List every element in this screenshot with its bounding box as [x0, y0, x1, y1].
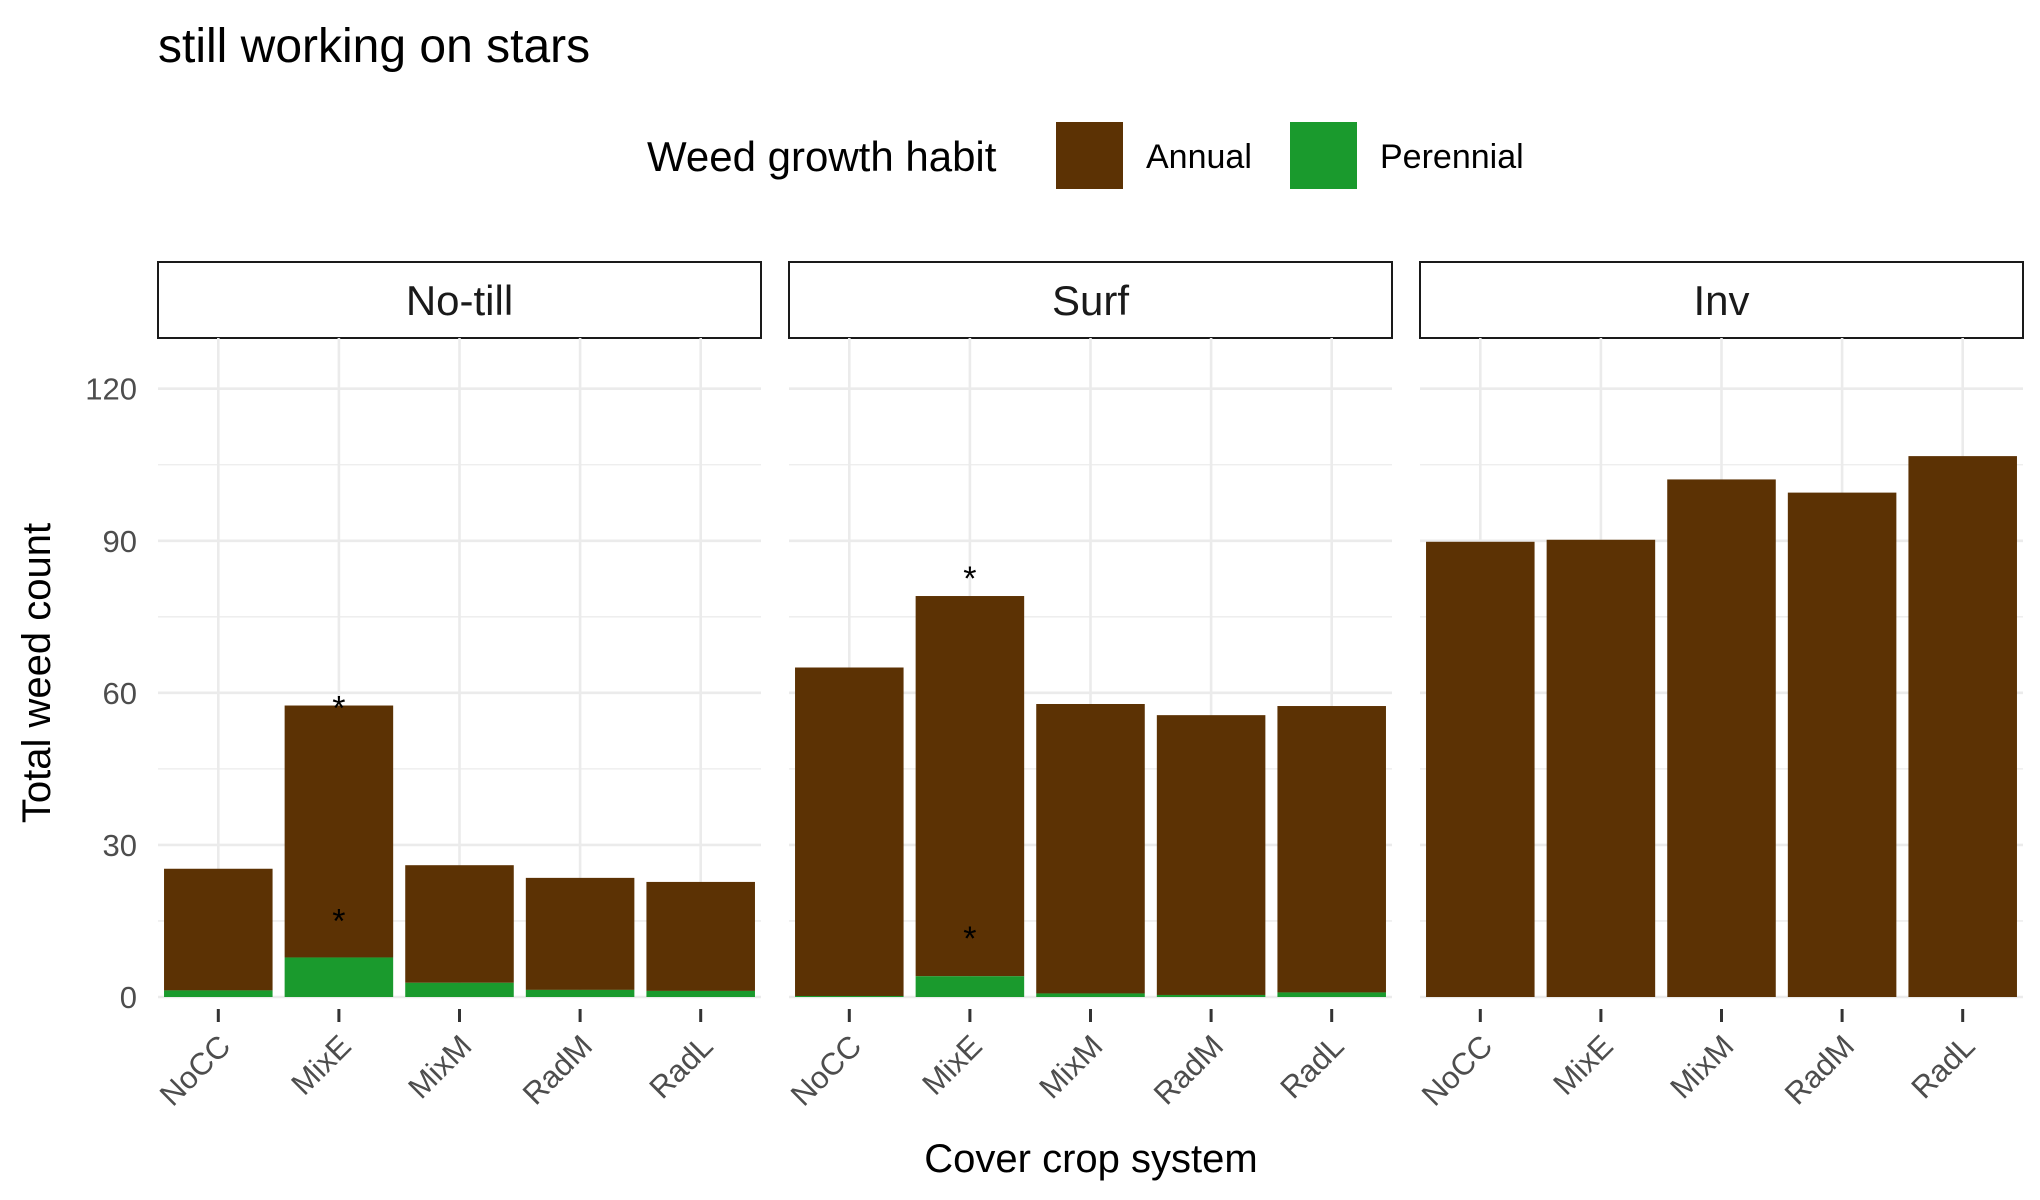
bar-annual-radl [1277, 706, 1386, 993]
annotation-star: * [332, 689, 345, 727]
y-tick-label: 120 [85, 372, 137, 407]
y-tick-label: 0 [120, 980, 137, 1015]
panel-surf: Surf NoCC MixE MixM RadM RadL * * [784, 261, 1393, 1113]
x-tick-label: RadL [642, 1028, 719, 1105]
facet-strip-label: Surf [1052, 277, 1129, 324]
y-axis: 0 30 60 90 120 [85, 372, 137, 1015]
panel-no-till: No-till NoCC MixE MixM RadM RadL * * [153, 261, 762, 1113]
facet-panels: No-till NoCC MixE MixM RadM RadL * * Surf NoCC Mix… [153, 261, 2024, 1113]
bar-annual-mixe [915, 596, 1025, 977]
x-tick-label: MixE [1546, 1028, 1619, 1101]
annotation-star: * [963, 920, 976, 958]
bar-perennial-radl [1277, 992, 1386, 997]
legend-label-perennial: Perennial [1380, 138, 1524, 176]
bar-annual-radm [525, 877, 635, 990]
bar-annual-nocc [164, 868, 273, 991]
bar-annual-mixe [1546, 539, 1656, 997]
bar-annual-radl [646, 881, 755, 991]
bar-annual-mixe [284, 705, 394, 958]
annotation-star: * [332, 902, 345, 940]
bar-annual-radm [1787, 492, 1897, 997]
x-tick-label: NoCC [1415, 1028, 1499, 1112]
legend-swatch-perennial [1290, 122, 1357, 189]
x-tick-label: RadL [1273, 1028, 1350, 1105]
x-tick-label: RadM [1147, 1028, 1230, 1111]
bar-perennial-radl [646, 990, 755, 997]
legend-title: Weed growth habit [647, 133, 997, 180]
bar-annual-nocc [1426, 541, 1535, 997]
legend-label-annual: Annual [1146, 138, 1252, 176]
x-tick-label: MixM [1663, 1028, 1740, 1105]
bar-perennial-nocc [164, 990, 273, 997]
bar-perennial-mixe [284, 957, 394, 997]
x-tick-label: MixM [401, 1028, 478, 1105]
bar-perennial-mixm [405, 982, 514, 997]
legend-swatch-annual [1056, 122, 1123, 189]
bar-perennial-nocc [795, 995, 904, 997]
x-tick-label: NoCC [153, 1028, 237, 1112]
bar-annual-mixm [1036, 703, 1145, 994]
x-tick-label: MixE [915, 1028, 988, 1101]
bar-perennial-radm [525, 989, 635, 997]
legend: Weed growth habit Annual Perennial [647, 122, 1524, 189]
y-tick-label: 90 [103, 524, 137, 559]
bar-annual-mixm [405, 865, 514, 983]
bar-annual-radl [1908, 456, 2017, 998]
facet-strip [157, 261, 762, 339]
bar-annual-nocc [795, 667, 904, 996]
bar-perennial-mixm [1036, 993, 1145, 997]
x-tick-label: MixE [284, 1028, 357, 1101]
facet-strip-label: Inv [1693, 277, 1749, 324]
bar-perennial-radm [1156, 994, 1266, 997]
x-tick-label: RadM [516, 1028, 599, 1111]
annotation-star: * [963, 560, 976, 598]
x-tick-label: RadL [1904, 1028, 1981, 1105]
facet-strip-label: No-till [406, 277, 513, 324]
facet-strip [1419, 261, 2024, 339]
x-tick-label: MixM [1032, 1028, 1109, 1105]
bar-annual-radm [1156, 715, 1266, 995]
x-tick-label: RadM [1778, 1028, 1861, 1111]
y-axis-title: Total weed count [15, 523, 59, 823]
y-tick-label: 60 [103, 676, 137, 711]
x-axis-title: Cover crop system [924, 1137, 1257, 1181]
bar-perennial-mixe [915, 976, 1025, 997]
chart-title: still working on stars [158, 20, 590, 73]
x-tick-label: NoCC [784, 1028, 868, 1112]
bar-annual-mixm [1667, 479, 1776, 998]
y-tick-label: 30 [103, 828, 137, 863]
panel-inv: Inv NoCC MixE MixM RadM RadL [1415, 261, 2024, 1113]
